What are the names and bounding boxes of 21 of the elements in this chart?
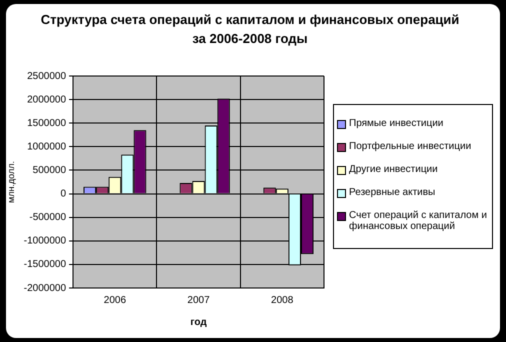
y-tick-label: 0: [60, 188, 66, 200]
legend-label: Другие инвестиции: [349, 164, 438, 175]
y-axis-title: млн.долл.: [6, 161, 16, 203]
y-tick-label: -2000000: [24, 282, 66, 294]
y-tick-label: -500000: [29, 212, 66, 224]
chart-title: Структура счета операций с капиталом и финансовых операций за 2006-2008 годы: [40, 11, 460, 48]
legend-label: Прямые инвестиции: [349, 118, 444, 129]
x-axis-title: год: [190, 316, 208, 328]
x-tick-label: 2007: [187, 294, 210, 306]
y-tick-label: 1500000: [27, 118, 66, 129]
legend-label: Портфельные инвестиции: [349, 141, 472, 152]
legend-label: Счет операций с капиталом и финансовых операций: [349, 210, 488, 232]
y-tick-label: 1000000: [27, 141, 66, 152]
y-tick-label: 2500000: [27, 70, 66, 82]
x-tick-label: 2006: [104, 294, 126, 306]
legend-label: Резервные активы: [349, 187, 436, 198]
y-tick-label: 500000: [32, 164, 66, 176]
y-tick-label: -1500000: [24, 259, 66, 270]
x-tick-label: 2008: [271, 294, 294, 306]
y-tick-label: 2000000: [27, 94, 66, 106]
y-tick-label: -1000000: [24, 236, 66, 247]
